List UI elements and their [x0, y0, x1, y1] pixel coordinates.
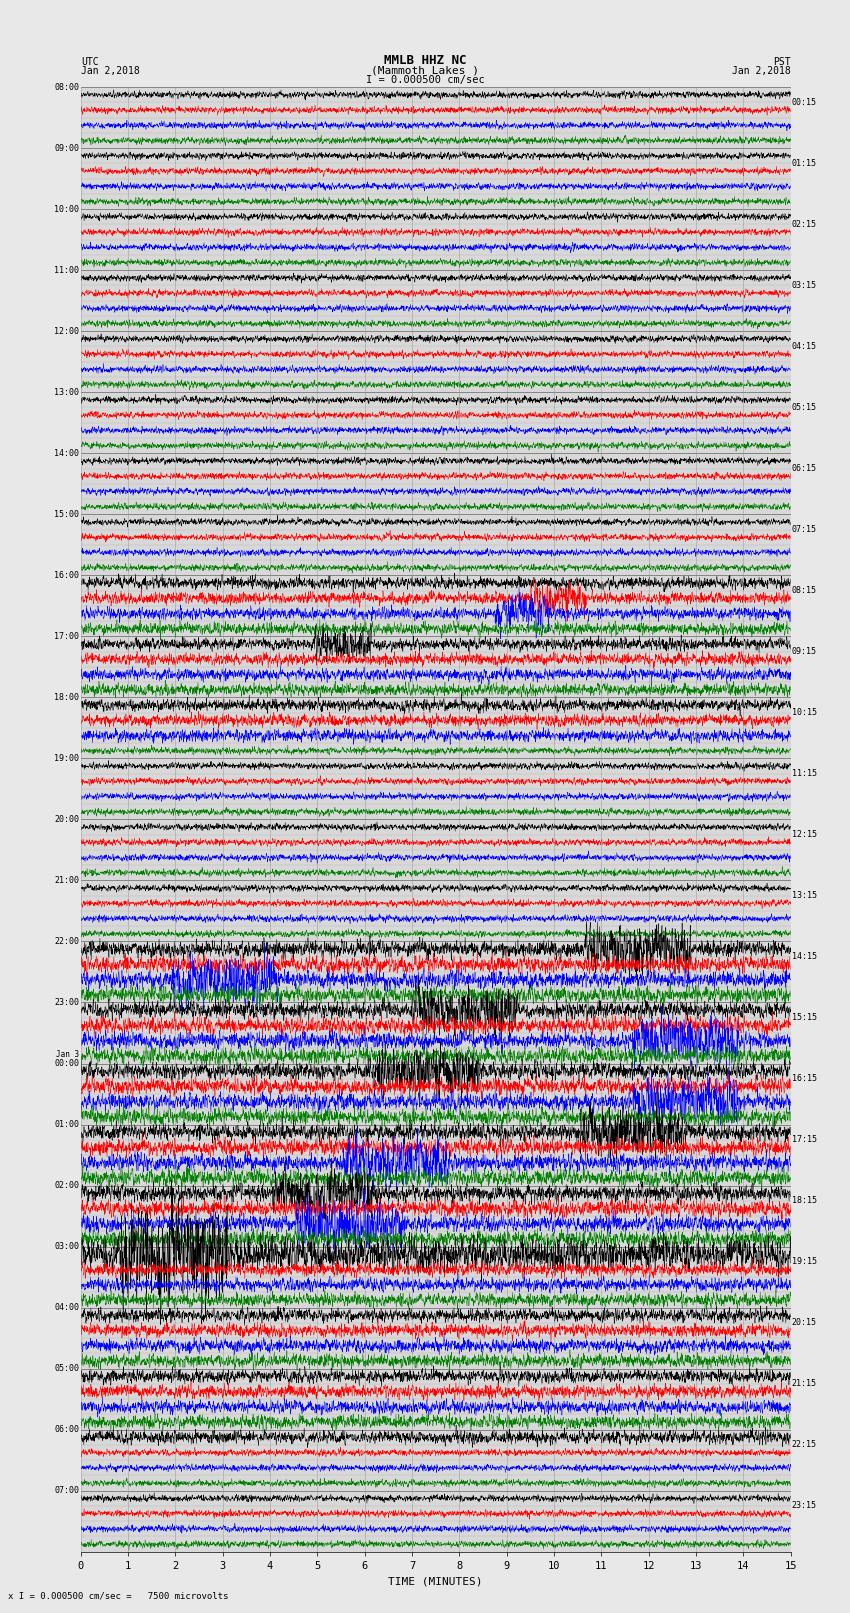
Text: 14:00: 14:00 [54, 448, 79, 458]
Text: 18:15: 18:15 [792, 1197, 817, 1205]
Text: 19:00: 19:00 [54, 753, 79, 763]
Text: 15:15: 15:15 [792, 1013, 817, 1023]
Text: MMLB HHZ NC: MMLB HHZ NC [383, 53, 467, 66]
Text: 10:15: 10:15 [792, 708, 817, 718]
Text: UTC: UTC [81, 56, 99, 66]
Text: 04:00: 04:00 [54, 1303, 79, 1311]
Text: 18:00: 18:00 [54, 694, 79, 702]
Text: 20:00: 20:00 [54, 815, 79, 824]
Text: Jan 3: Jan 3 [56, 1050, 79, 1060]
Text: 17:00: 17:00 [54, 632, 79, 640]
Text: x I = 0.000500 cm/sec =   7500 microvolts: x I = 0.000500 cm/sec = 7500 microvolts [8, 1590, 229, 1600]
Text: 21:00: 21:00 [54, 876, 79, 886]
Text: 23:15: 23:15 [792, 1502, 817, 1510]
Text: 07:15: 07:15 [792, 526, 817, 534]
Text: 17:15: 17:15 [792, 1136, 817, 1144]
Text: 07:00: 07:00 [54, 1486, 79, 1495]
Text: 03:15: 03:15 [792, 281, 817, 290]
Text: 16:00: 16:00 [54, 571, 79, 579]
Text: 05:15: 05:15 [792, 403, 817, 411]
Text: 01:00: 01:00 [54, 1119, 79, 1129]
Text: 04:15: 04:15 [792, 342, 817, 352]
Text: PST: PST [773, 56, 790, 66]
Text: 08:15: 08:15 [792, 586, 817, 595]
Text: 08:00: 08:00 [54, 82, 79, 92]
Text: 14:15: 14:15 [792, 952, 817, 961]
Text: 20:15: 20:15 [792, 1318, 817, 1327]
Text: Jan 2,2018: Jan 2,2018 [81, 66, 139, 76]
Text: 10:00: 10:00 [54, 205, 79, 213]
Text: 01:15: 01:15 [792, 160, 817, 168]
Text: 21:15: 21:15 [792, 1379, 817, 1389]
Text: 09:00: 09:00 [54, 144, 79, 153]
Text: 23:00: 23:00 [54, 998, 79, 1007]
Text: 22:15: 22:15 [792, 1440, 817, 1450]
Text: 12:00: 12:00 [54, 327, 79, 336]
Text: 00:15: 00:15 [792, 98, 817, 106]
Text: 15:00: 15:00 [54, 510, 79, 519]
Text: I = 0.000500 cm/sec: I = 0.000500 cm/sec [366, 74, 484, 84]
Text: 19:15: 19:15 [792, 1258, 817, 1266]
Text: 00:00: 00:00 [54, 1060, 79, 1068]
Text: 13:00: 13:00 [54, 387, 79, 397]
Text: 11:15: 11:15 [792, 769, 817, 777]
Text: 16:15: 16:15 [792, 1074, 817, 1084]
Text: (Mammoth Lakes ): (Mammoth Lakes ) [371, 66, 479, 76]
Text: 05:00: 05:00 [54, 1365, 79, 1373]
Text: 03:00: 03:00 [54, 1242, 79, 1252]
Text: Jan 2,2018: Jan 2,2018 [732, 66, 791, 76]
Text: 02:00: 02:00 [54, 1181, 79, 1190]
Text: 09:15: 09:15 [792, 647, 817, 656]
Text: 02:15: 02:15 [792, 219, 817, 229]
X-axis label: TIME (MINUTES): TIME (MINUTES) [388, 1576, 483, 1586]
Text: 06:00: 06:00 [54, 1426, 79, 1434]
Text: 12:15: 12:15 [792, 831, 817, 839]
Text: 13:15: 13:15 [792, 892, 817, 900]
Text: 22:00: 22:00 [54, 937, 79, 945]
Text: 06:15: 06:15 [792, 465, 817, 473]
Text: 11:00: 11:00 [54, 266, 79, 274]
